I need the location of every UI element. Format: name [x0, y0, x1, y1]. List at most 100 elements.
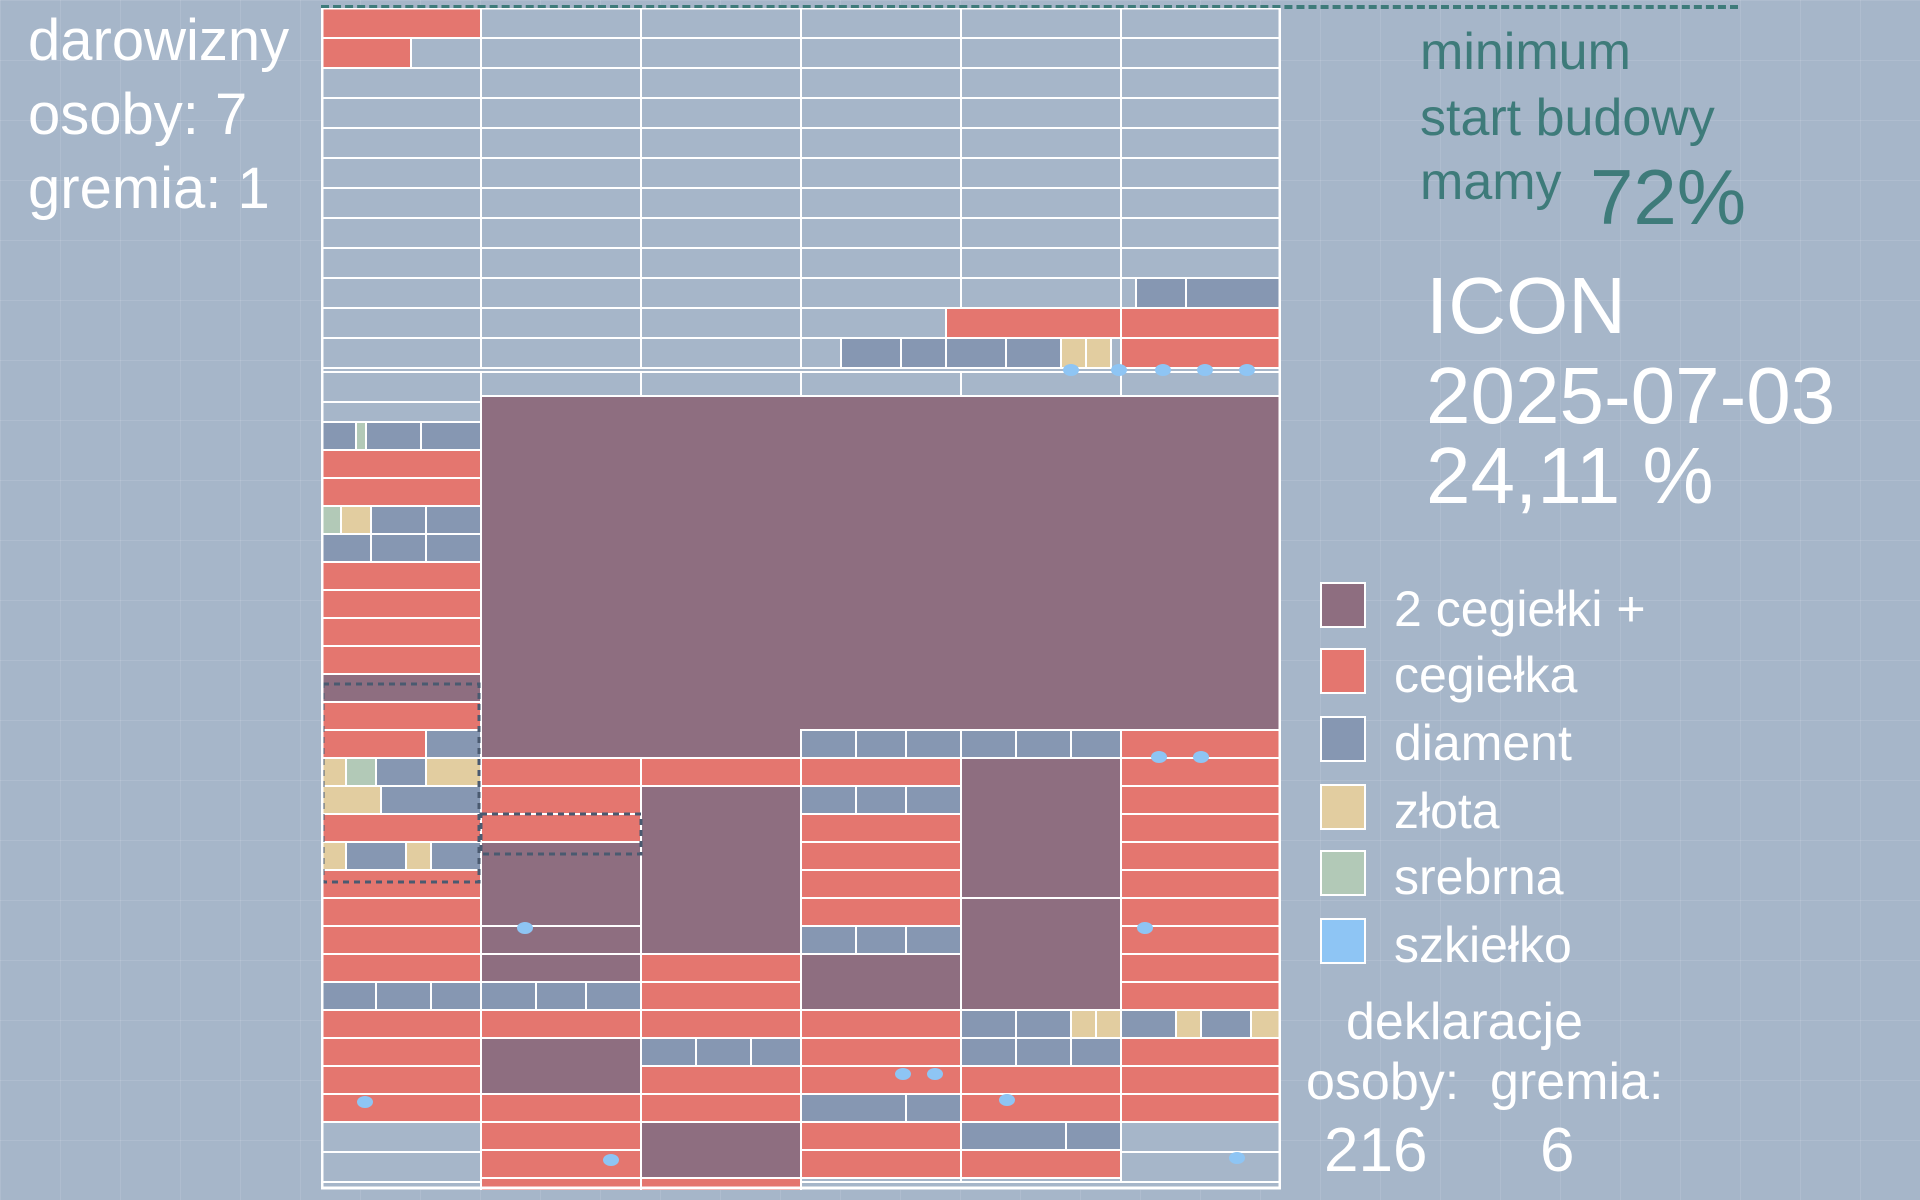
- declarations-groups-label: gremia:: [1490, 1053, 1664, 1111]
- brick: [480, 981, 537, 1011]
- brick: [640, 1065, 802, 1095]
- brick: [960, 1037, 1017, 1067]
- brick: [321, 981, 377, 1011]
- legend-label: 2 cegiełki +: [1394, 581, 1646, 637]
- brick: [855, 785, 907, 815]
- empty-slot: [321, 157, 482, 189]
- brick: [430, 841, 482, 871]
- legend-label: diament: [1394, 715, 1572, 771]
- empty-slot: [800, 307, 962, 339]
- glass-marker: [927, 1068, 943, 1080]
- legend-label: cegiełka: [1394, 647, 1578, 703]
- empty-slot: [640, 307, 802, 339]
- brick: [480, 813, 642, 843]
- brick: [960, 1149, 1122, 1179]
- brick: [640, 981, 802, 1011]
- empty-slot: [1120, 97, 1281, 129]
- brick: [321, 925, 482, 955]
- brick: [800, 813, 962, 843]
- brick: [855, 925, 907, 955]
- brick: [1135, 277, 1187, 309]
- brick: [480, 785, 642, 815]
- goal-line-minimum: minimum: [1420, 23, 1631, 81]
- brick: [321, 617, 482, 647]
- glass-marker: [603, 1154, 619, 1166]
- empty-slot: [800, 277, 962, 309]
- empty-slot: [480, 247, 642, 279]
- empty-slot: [480, 97, 642, 129]
- brick: [321, 533, 372, 563]
- brick: [321, 477, 482, 507]
- brick: [430, 981, 482, 1011]
- empty-slot: [640, 37, 802, 69]
- brick: [905, 729, 962, 759]
- brick: [375, 757, 427, 787]
- brick: [1120, 813, 1281, 843]
- empty-slot: [640, 277, 802, 309]
- legend-label: złota: [1394, 783, 1500, 839]
- glass-marker: [1197, 364, 1213, 376]
- project-date: 2025-07-03: [1426, 351, 1836, 440]
- glass-marker: [1229, 1152, 1245, 1164]
- empty-slot: [480, 217, 642, 249]
- empty-slot: [1120, 8, 1281, 39]
- brick: [420, 421, 482, 451]
- brick: [321, 505, 342, 535]
- brick: [1200, 1009, 1252, 1039]
- empty-slot: [1120, 217, 1281, 249]
- glass-swatch-icon: [1320, 918, 1366, 964]
- brick: [1120, 1037, 1281, 1067]
- brick: [1015, 729, 1072, 759]
- brick: [321, 1093, 482, 1123]
- brick: [640, 757, 802, 787]
- empty-slot: [1120, 67, 1281, 99]
- empty-slot: [960, 37, 1122, 69]
- glass-marker: [357, 1096, 373, 1108]
- brick: [321, 757, 347, 787]
- empty-slot: [480, 337, 642, 369]
- double-brick-block: [480, 395, 1281, 759]
- brick: [640, 785, 802, 955]
- empty-slot: [640, 247, 802, 279]
- brick: [640, 1037, 697, 1067]
- glass-marker: [517, 922, 533, 934]
- donations-groups: gremia: 1: [28, 156, 270, 221]
- brick: [1070, 1009, 1097, 1039]
- brick: [840, 337, 902, 369]
- brick: [370, 533, 427, 563]
- brick: [640, 1009, 802, 1039]
- brick: [800, 841, 962, 871]
- brick: [750, 1037, 802, 1067]
- brick: [1120, 1009, 1177, 1039]
- glass-marker: [1155, 364, 1171, 376]
- brick: [425, 505, 482, 535]
- brick: [345, 841, 407, 871]
- empty-slot: [640, 127, 802, 159]
- brick: [1120, 841, 1281, 871]
- brick: [321, 729, 427, 759]
- empty-slot: [800, 217, 962, 249]
- empty-slot: [321, 127, 482, 159]
- brick-wall-board: [321, 8, 1281, 1190]
- empty-slot: [480, 307, 642, 339]
- glass-marker: [895, 1068, 911, 1080]
- goal-line-have: mamy: [1420, 153, 1562, 211]
- brick: [960, 1093, 1122, 1123]
- legend-label: szkiełko: [1394, 917, 1572, 973]
- brick: [321, 449, 482, 479]
- empty-slot: [321, 97, 482, 129]
- brick: [375, 981, 432, 1011]
- brick: [800, 1093, 907, 1123]
- brick: [480, 1009, 642, 1039]
- declarations-title: deklaracje: [1346, 993, 1584, 1051]
- legend-label: srebrna: [1394, 849, 1564, 905]
- brick: [1120, 1065, 1281, 1095]
- brick: [1070, 729, 1122, 759]
- empty-slot: [480, 187, 642, 219]
- brick: [425, 533, 482, 563]
- glass-marker: [1063, 364, 1079, 376]
- brick: [480, 925, 642, 955]
- empty-slot: [480, 157, 642, 189]
- goal-line-start: start budowy: [1420, 89, 1715, 147]
- gold-swatch-icon: [1320, 784, 1366, 830]
